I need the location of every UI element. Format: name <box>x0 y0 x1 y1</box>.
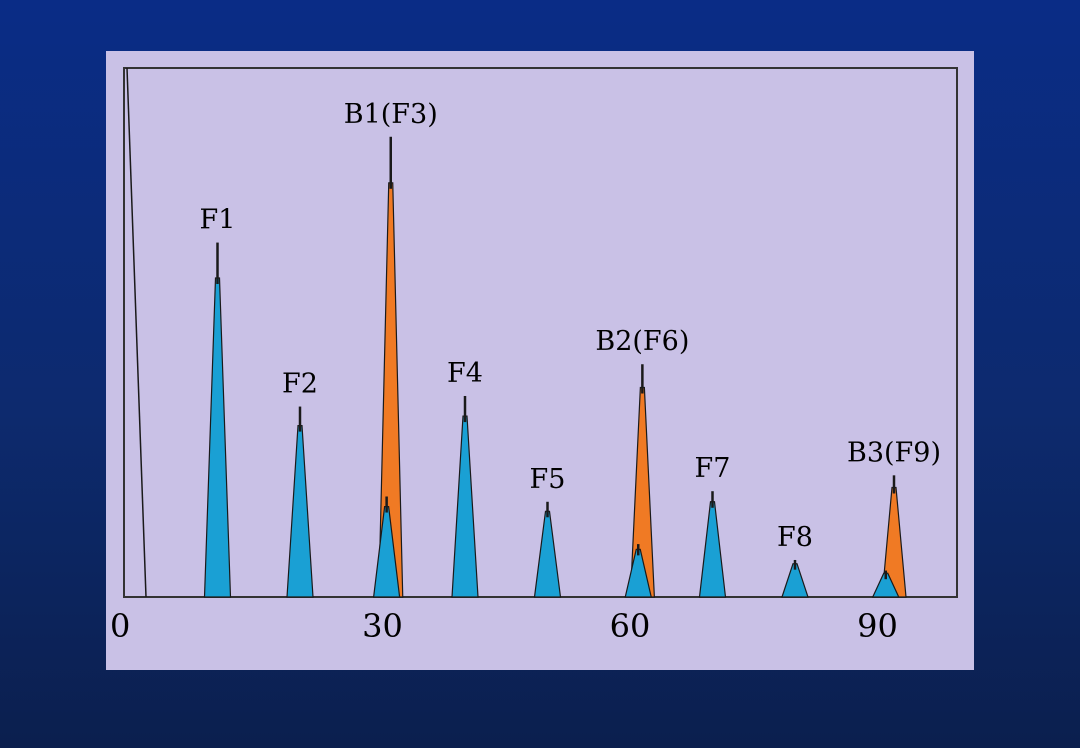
peak-body <box>624 548 653 598</box>
x-tick-label: 0 <box>110 607 130 645</box>
peak-body <box>451 415 479 598</box>
peak-body <box>871 572 900 598</box>
peak-label: F8 <box>777 522 813 553</box>
peak-label: F5 <box>530 464 566 495</box>
peak-minor-91 <box>871 570 900 598</box>
peak-minor-30.5 <box>372 496 401 598</box>
peak-f4 <box>451 395 479 598</box>
peak-minor-61 <box>624 544 653 598</box>
peak-label: B2(F6) <box>595 326 689 357</box>
peak-body <box>372 505 401 598</box>
peak-f2 <box>286 406 314 598</box>
peak-f8 <box>781 559 809 598</box>
peak-body <box>203 277 232 598</box>
peak-f7 <box>698 491 727 598</box>
peak-label: F4 <box>447 358 483 389</box>
decay-curve <box>126 67 147 598</box>
peak-f5 <box>533 501 562 598</box>
peak-label: B3(F9) <box>847 437 941 468</box>
peak-body <box>533 510 562 598</box>
peak-f1 <box>203 242 232 598</box>
plot-frame <box>123 67 958 598</box>
peak-body <box>286 425 314 598</box>
chart-panel: B1(F3) B2(F6) B3(F9) F1 F2 F4 F5 F7 F8 0 30 60 90 <box>106 51 974 670</box>
peak-chart: B1(F3) B2(F6) B3(F9) F1 F2 F4 F5 F7 F8 0 30 60 90 <box>110 67 958 645</box>
x-tick-label: 30 <box>362 607 403 645</box>
peak-label: F7 <box>695 453 731 484</box>
peak-body <box>781 563 809 598</box>
peak-label: F1 <box>200 205 236 236</box>
x-tick-label: 60 <box>610 607 651 645</box>
peak-label: B1(F3) <box>344 99 438 130</box>
peak-label: F2 <box>282 369 318 400</box>
x-tick-label: 90 <box>857 607 898 645</box>
peak-body <box>698 501 727 598</box>
